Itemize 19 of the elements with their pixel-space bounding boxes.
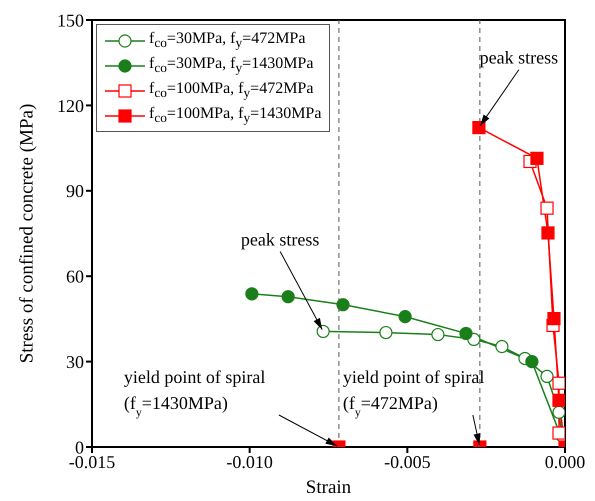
legend-label: f$_{co}$=100MPa, f$_{y}$=472MPa (149, 80, 314, 102)
x-axis-title: Strain (306, 477, 352, 498)
legend-label: f$_{co}$=30MPa, f$_{y}$=1430MPa (149, 54, 314, 76)
y-axis-title: Stress of confined concrete (MPa) (16, 104, 38, 364)
annotation: peak stress (480, 48, 558, 68)
y-tick-label: 120 (57, 96, 84, 116)
y-tick-label: 90 (66, 181, 84, 202)
y-tick-label: 30 (66, 352, 84, 372)
x-tick-label: -0.010 (226, 452, 273, 472)
annotation: yield point of spiral (f$_{y}$=472MPa) (342, 367, 484, 418)
x-tick-label: -0.005 (384, 452, 431, 472)
annotation: peak stress (240, 229, 320, 250)
y-tick-label: 0 (75, 437, 84, 458)
legend-label: f$_{co}$=100MPa, f$_{y}$=1430MPa (149, 104, 322, 126)
y-tick-label: 60 (66, 266, 84, 287)
annotation: yield point of spiral (f$_{y}$=1430MPa) (124, 367, 266, 418)
x-tick-label: 0.000 (544, 452, 586, 472)
legend-label: f$_{co}$=30MPa, f$_{y}$=472MPa (149, 30, 306, 52)
y-tick-label: 150 (57, 10, 84, 30)
